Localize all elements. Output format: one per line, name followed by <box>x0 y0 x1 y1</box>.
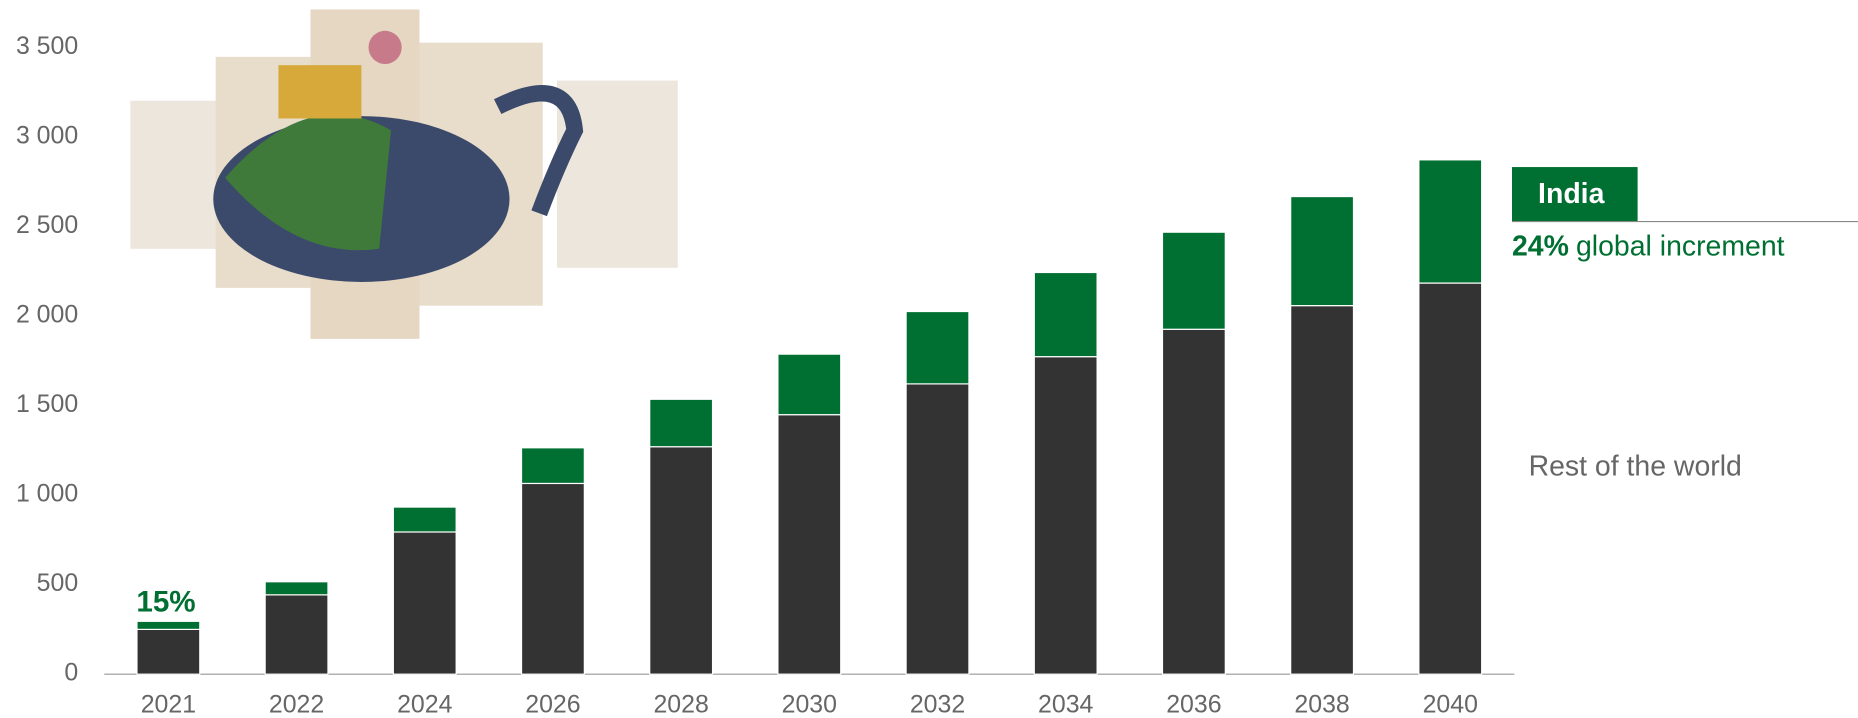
bar-segment <box>520 482 585 675</box>
y-tick-label: 0 <box>64 659 78 687</box>
india-share: 24% global increment <box>1512 230 1785 262</box>
x-tick-label: 2022 <box>269 691 324 718</box>
y-tick-label: 3 500 <box>16 32 78 60</box>
bar-segment <box>264 594 329 675</box>
india-share-value: 24% <box>1512 230 1569 262</box>
india-share-text: global increment <box>1576 230 1785 262</box>
y-tick-label: 3 000 <box>16 122 78 150</box>
bar-segment <box>1033 356 1098 675</box>
bar-segment <box>1033 271 1098 358</box>
bar-segment <box>649 446 714 675</box>
x-tick-label: 2032 <box>910 691 965 718</box>
legend-label: India <box>1538 178 1605 210</box>
bar-segment <box>1290 305 1355 675</box>
bar-segment <box>649 398 714 448</box>
bar-segment <box>392 531 457 675</box>
y-tick-label: 1 500 <box>16 390 78 418</box>
bar-segment <box>1418 159 1483 284</box>
x-tick-label: 2030 <box>782 691 837 718</box>
x-tick-label: 2040 <box>1423 691 1478 718</box>
x-tick-label: 2021 <box>141 691 196 718</box>
bar-segment <box>777 414 842 675</box>
x-tick-label: 2028 <box>653 691 708 718</box>
bar-segment <box>392 506 457 533</box>
bar-annotation: 15% <box>136 585 195 618</box>
bar-segment <box>136 628 201 675</box>
x-tick-label: 2026 <box>525 691 580 718</box>
x-tick-label: 2038 <box>1294 691 1349 718</box>
bar-segment <box>520 447 585 485</box>
bar-segment <box>905 383 970 675</box>
bar-segment <box>1161 328 1226 675</box>
bar-segment <box>136 620 201 630</box>
y-tick-label: 2 000 <box>16 301 78 329</box>
bar-segment <box>264 581 329 596</box>
x-tick-label: 2024 <box>397 691 453 718</box>
bar-segment <box>777 353 842 416</box>
y-tick-label: 500 <box>37 569 79 597</box>
elephant-canvas-picture <box>130 9 678 339</box>
x-tick-label: 2036 <box>1166 691 1221 718</box>
legend-label: Rest of the world <box>1529 451 1742 483</box>
bar-segment <box>905 310 970 385</box>
x-tick-label: 2034 <box>1038 691 1094 718</box>
bar-segment <box>1161 231 1226 330</box>
y-tick-label: 1 000 <box>16 480 78 508</box>
legend-swatch <box>1511 167 1638 222</box>
bar-segment <box>1290 195 1355 307</box>
bar-segment <box>1418 282 1483 675</box>
y-tick-label: 2 500 <box>16 211 78 239</box>
